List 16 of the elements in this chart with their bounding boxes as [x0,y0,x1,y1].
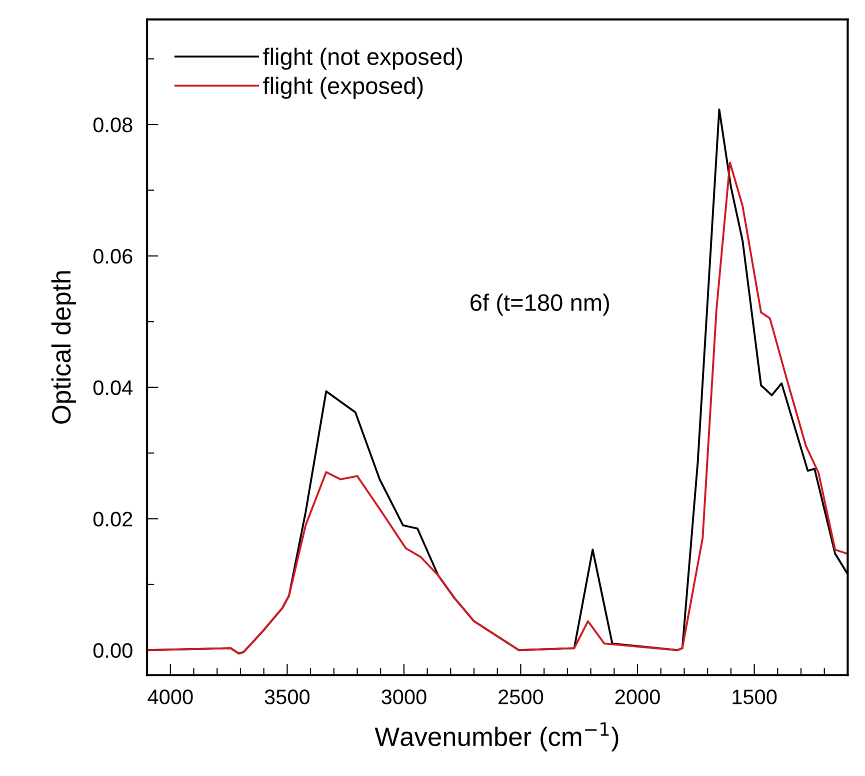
y-tick-label: 0.08 [93,118,132,132]
x-tick-label: 3000 [382,690,426,704]
y-tick-label: 0.04 [93,380,133,396]
x-axis-title: Wavenumber (cm$^{−1}$) [374,722,618,752]
y-tick-label: 0.06 [93,248,132,264]
y-axis-title: Optical depth [51,271,76,424]
legend-label: flight (exposed) [263,76,423,99]
annotation: 6f (t=180 nm) [470,294,609,316]
y-tick-label: 0.00 [93,643,132,658]
x-tick-label: 1500 [732,690,777,704]
legend-label: flight (not exposed) [263,48,462,70]
x-tick-label: 2000 [615,690,660,704]
x-tick-label: 4000 [148,690,193,704]
x-tick-label: 2500 [498,690,544,704]
y-tick-label: 0.02 [93,512,132,526]
x-tick-label: 3500 [264,690,310,704]
